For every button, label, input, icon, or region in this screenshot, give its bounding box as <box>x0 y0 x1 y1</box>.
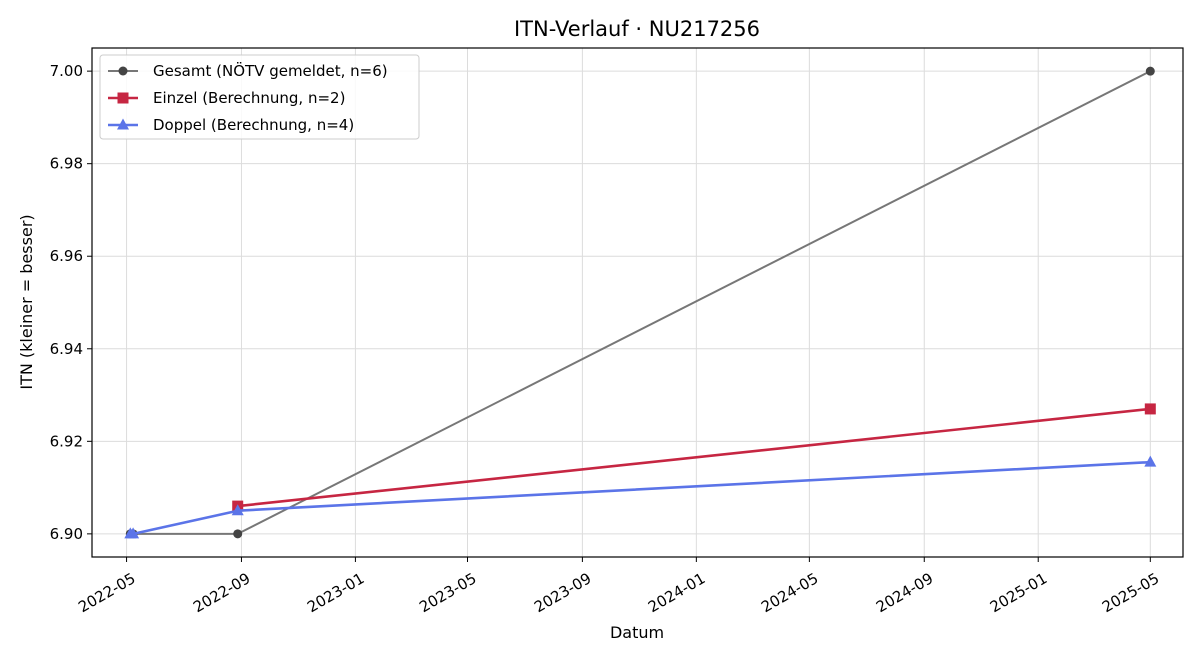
plot-area-frame <box>91 47 1184 558</box>
series-3 <box>124 455 1157 539</box>
series-2 <box>232 403 1156 512</box>
legend-label: Gesamt (NÖTV gemeldet, n=6) <box>153 61 388 80</box>
x-tick-label: 2024-01 <box>645 569 708 616</box>
data-point <box>1145 66 1155 76</box>
legend-item: Einzel (Berechnung, n=2) <box>108 89 345 107</box>
legend-label: Einzel (Berechnung, n=2) <box>153 89 345 107</box>
legend-item: Doppel (Berechnung, n=4) <box>108 116 354 134</box>
series-line <box>237 407 1151 508</box>
x-tick-label: 2025-05 <box>1099 569 1162 616</box>
x-tick-label: 2023-05 <box>416 569 479 616</box>
legend-item: Gesamt (NÖTV gemeldet, n=6) <box>108 61 388 80</box>
data-point <box>1144 403 1156 415</box>
x-tick-label: 2023-09 <box>531 569 594 616</box>
y-tick-label: 7.00 <box>50 62 83 80</box>
y-axis-title: ITN (kleiner = besser) <box>17 214 36 389</box>
legend-box <box>99 54 420 140</box>
series-line <box>130 460 1151 536</box>
data-point <box>127 527 140 539</box>
y-tick-label: 6.90 <box>50 525 83 543</box>
x-axis-title: Datum <box>610 623 664 642</box>
y-tick-label: 6.92 <box>50 432 83 450</box>
x-tick-label: 2025-01 <box>987 569 1050 616</box>
x-tick-label: 2022-09 <box>190 569 253 616</box>
y-tick-label: 6.98 <box>50 155 83 173</box>
data-point <box>231 504 244 516</box>
chart-title: ITN-Verlauf · NU217256 <box>514 17 760 41</box>
legend-marker <box>118 66 128 76</box>
x-tick-label: 2024-09 <box>873 569 936 616</box>
x-tick-label: 2024-05 <box>758 569 821 616</box>
legend-label: Doppel (Berechnung, n=4) <box>153 116 354 134</box>
y-tick-label: 6.96 <box>50 247 83 265</box>
legend: Gesamt (NÖTV gemeldet, n=6) Einzel (Berec… <box>99 54 420 140</box>
grid <box>92 48 1183 557</box>
x-tick-label: 2023-01 <box>304 569 367 616</box>
legend-marker <box>117 92 129 104</box>
x-tick-label: 2022-05 <box>75 569 138 616</box>
data-point <box>233 529 243 539</box>
data-point <box>1144 455 1157 467</box>
legend-marker <box>117 118 129 130</box>
series-layer <box>124 66 1157 539</box>
y-tick-label: 6.94 <box>50 340 83 358</box>
